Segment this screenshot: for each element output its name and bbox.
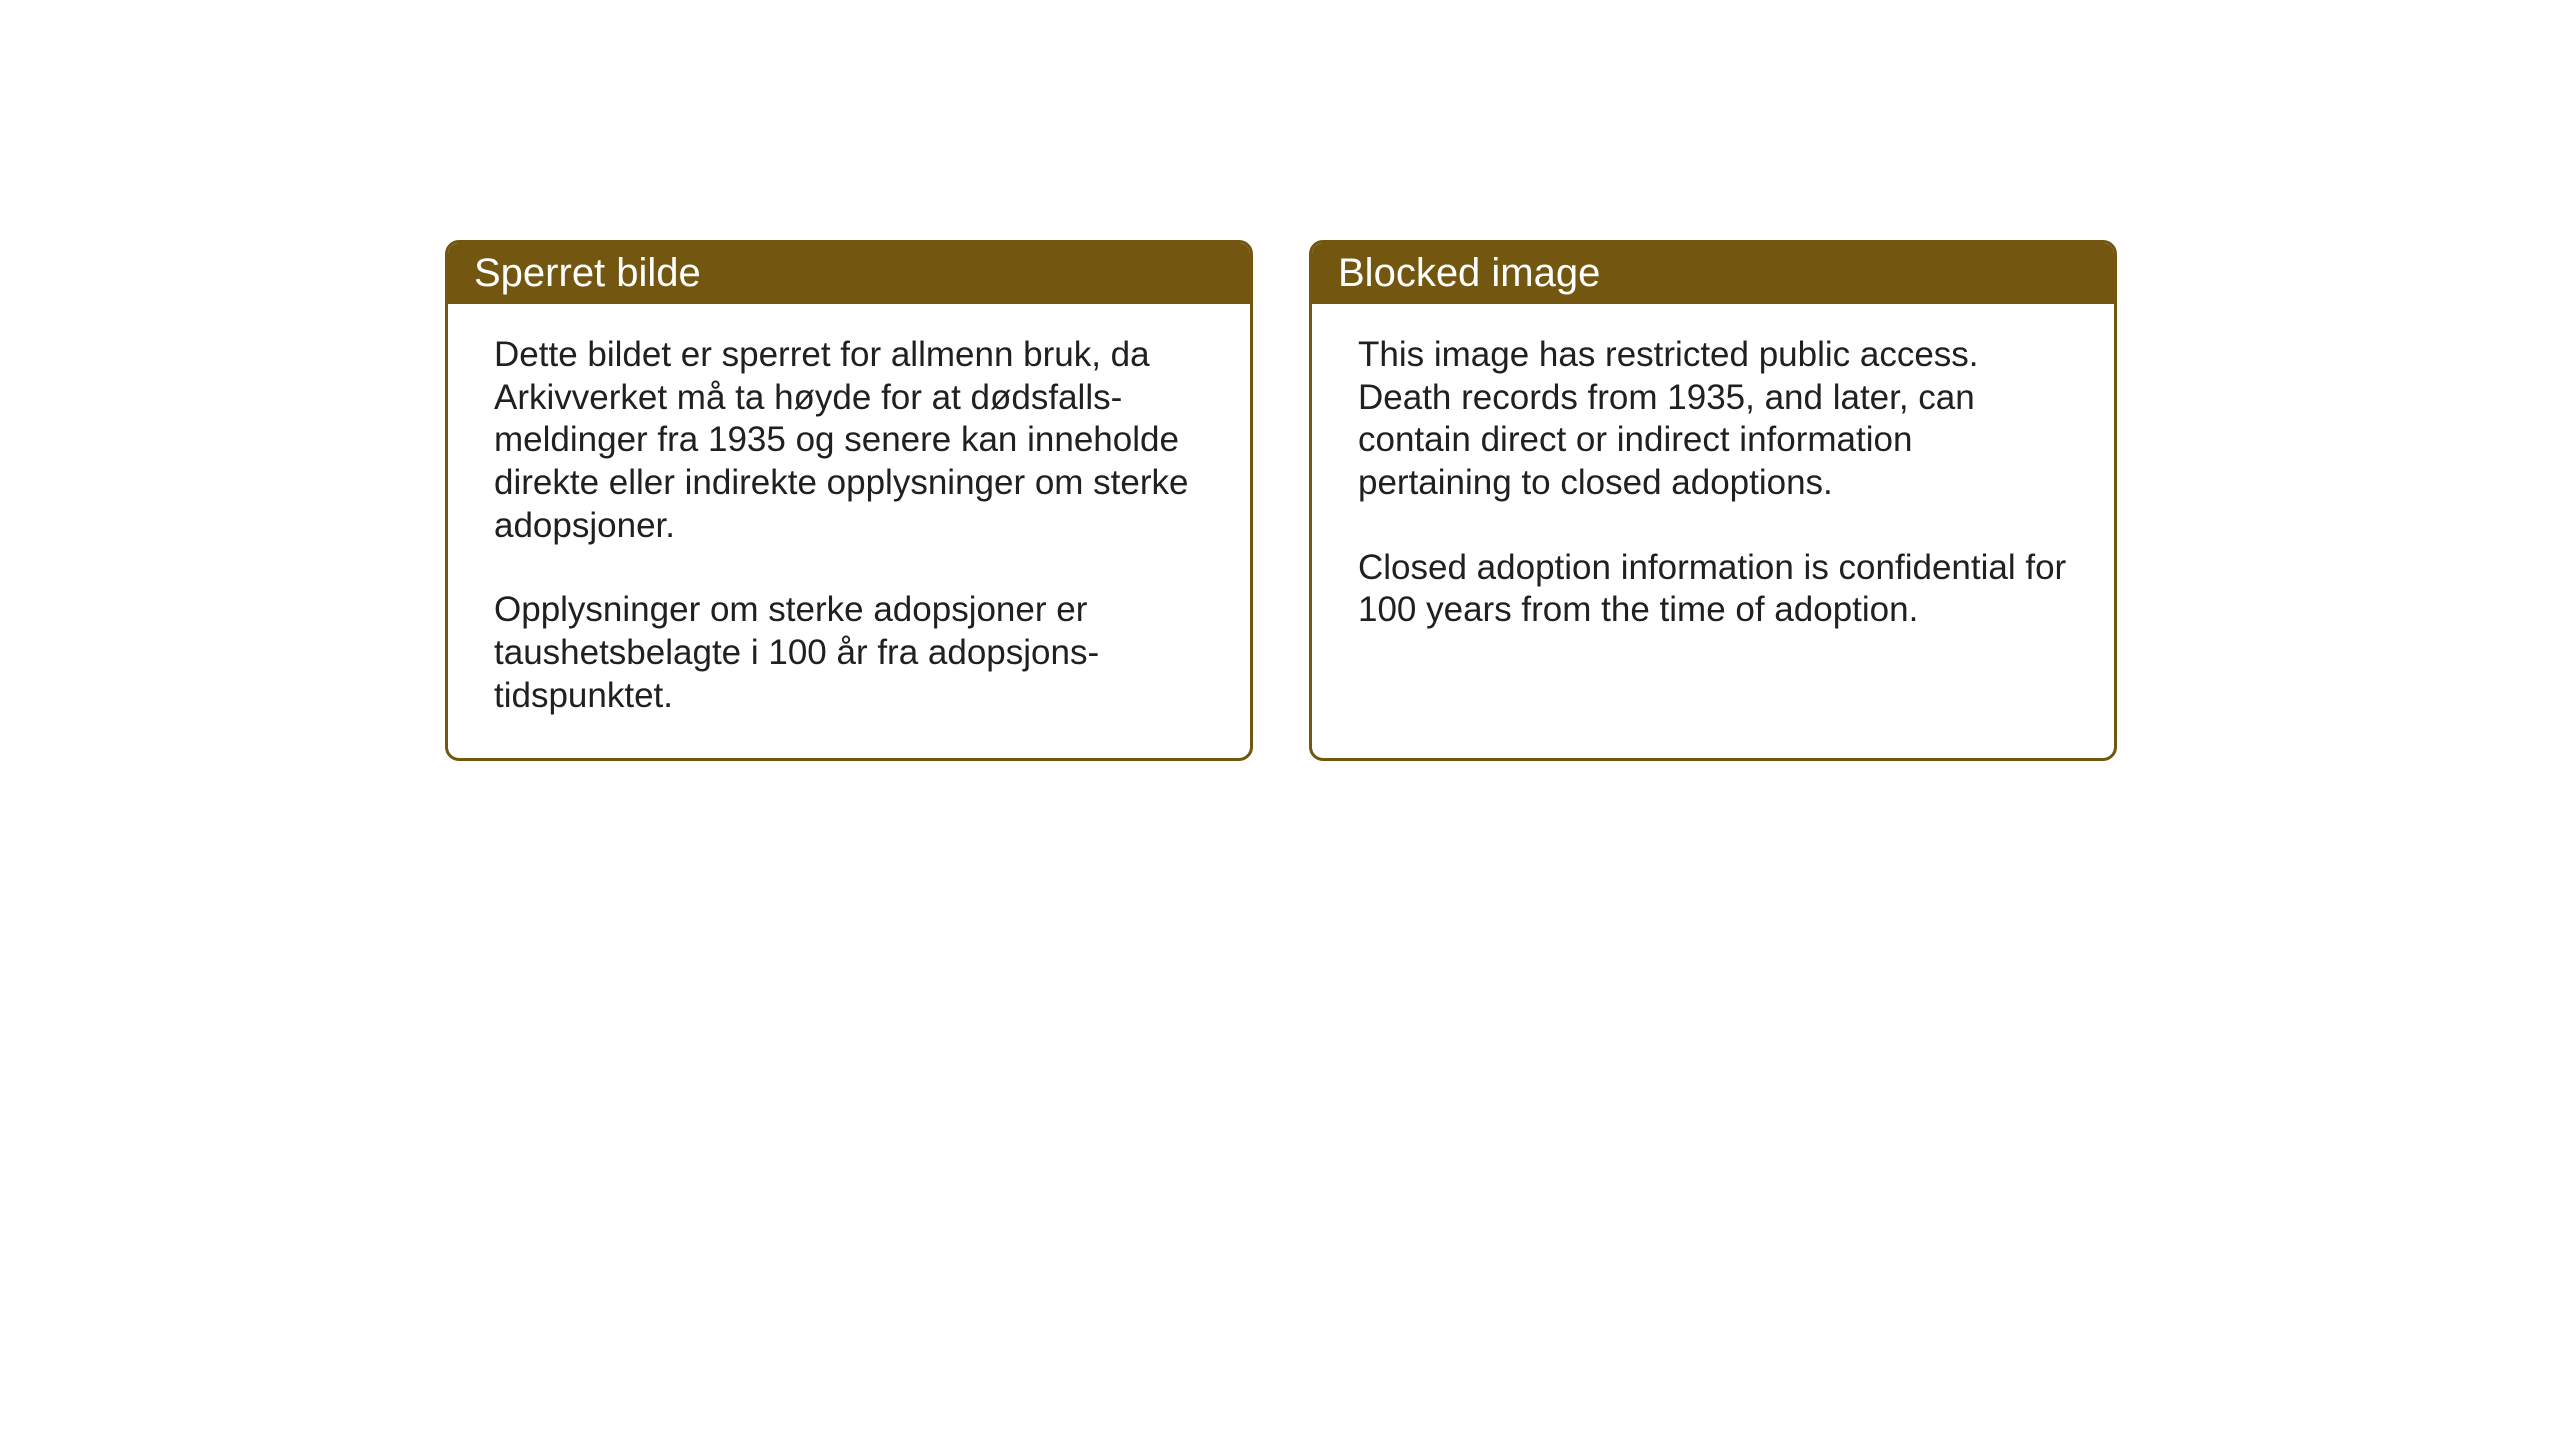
card-header-norwegian: Sperret bilde (448, 243, 1250, 304)
info-card-english: Blocked image This image has restricted … (1309, 240, 2117, 761)
card-paragraph-2-english: Closed adoption information is confident… (1358, 547, 2068, 632)
card-header-english: Blocked image (1312, 243, 2114, 304)
card-title-english: Blocked image (1338, 251, 1600, 295)
card-paragraph-1-english: This image has restricted public access.… (1358, 334, 2068, 505)
card-paragraph-2-norwegian: Opplysninger om sterke adopsjoner er tau… (494, 589, 1204, 717)
card-title-norwegian: Sperret bilde (474, 251, 701, 295)
info-card-norwegian: Sperret bilde Dette bildet er sperret fo… (445, 240, 1253, 761)
info-cards-container: Sperret bilde Dette bildet er sperret fo… (445, 240, 2117, 761)
card-body-norwegian: Dette bildet er sperret for allmenn bruk… (448, 304, 1250, 758)
card-body-english: This image has restricted public access.… (1312, 304, 2114, 687)
card-paragraph-1-norwegian: Dette bildet er sperret for allmenn bruk… (494, 334, 1204, 547)
